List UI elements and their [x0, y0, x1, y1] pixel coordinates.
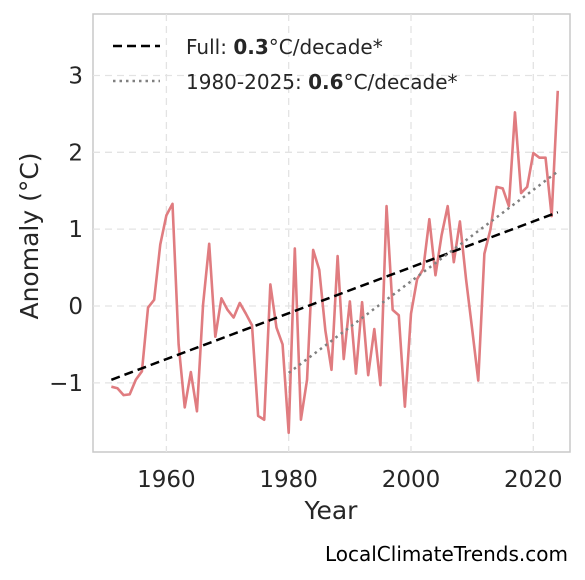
- x-axis-title: Year: [304, 496, 359, 525]
- y-tick-label: 0: [68, 294, 83, 320]
- x-tick-label: 1980: [259, 467, 318, 493]
- y-tick-label: 1: [68, 217, 83, 243]
- legend-full-unit: °C/decade*: [269, 35, 383, 59]
- recent-trend-line: [287, 170, 559, 374]
- legend-full-slope: 0.3: [233, 35, 268, 59]
- y-axis-title: Anomaly (°C): [15, 152, 44, 319]
- series-group: [110, 90, 560, 435]
- legend: Full: 0.3°C/decade* 1980-2025: 0.6°C/dec…: [113, 35, 458, 94]
- legend-full-colon: :: [220, 35, 233, 59]
- legend-recent-slope: 0.6: [308, 70, 343, 94]
- y-tick-label: 3: [68, 63, 83, 89]
- legend-recent-colon: :: [295, 70, 308, 94]
- x-tick-label: 2020: [504, 467, 563, 493]
- legend-entry-full: Full: 0.3°C/decade*: [186, 35, 383, 59]
- y-tick-labels: −1 0 1 2 3: [49, 63, 83, 396]
- x-tick-label: 1960: [137, 467, 196, 493]
- legend-recent-unit: °C/decade*: [344, 70, 458, 94]
- legend-entry-recent: 1980-2025: 0.6°C/decade*: [186, 70, 458, 94]
- x-tick-labels: 1960 1980 2000 2020: [137, 467, 562, 493]
- legend-recent-name: 1980-2025: [186, 70, 295, 94]
- legend-full-name: Full: [186, 35, 220, 59]
- y-tick-label: −1: [49, 371, 83, 397]
- full-trend-line: [110, 211, 559, 381]
- y-tick-label: 2: [68, 140, 83, 166]
- watermark: LocalClimateTrends.com: [325, 542, 568, 566]
- anomaly-line: [111, 90, 560, 435]
- x-tick-label: 2000: [382, 467, 441, 493]
